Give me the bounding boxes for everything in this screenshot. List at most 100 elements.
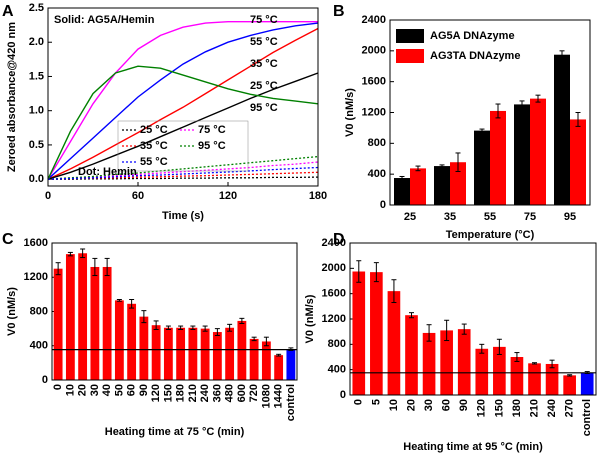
y-tick-label: 1600: [322, 288, 346, 300]
x-tick-label: 120: [476, 399, 488, 417]
x-tick-label: 240: [546, 399, 558, 417]
bar: [78, 253, 88, 380]
bar: [554, 54, 570, 205]
x-tick-label: 60: [132, 190, 144, 202]
bar: [493, 346, 506, 395]
x-tick-label: 180: [309, 190, 327, 202]
bar: [457, 329, 471, 395]
x-tick-label: 270: [564, 399, 576, 417]
bar: [514, 104, 530, 205]
legend-label: 35 °C: [140, 140, 168, 152]
line-series: [47, 27, 319, 180]
y-tick-label: 1600: [24, 237, 48, 249]
bar: [570, 119, 586, 205]
x-tick-label: 210: [187, 384, 199, 402]
bar: [286, 349, 296, 380]
x-tick-label: 1440: [273, 384, 285, 408]
y-axis-label: V0 (nM/s): [344, 88, 356, 137]
bar: [90, 266, 100, 380]
x-tick-label: 240: [199, 384, 211, 402]
bar: [53, 268, 63, 380]
bar: [176, 327, 186, 380]
y-tick-label: 1200: [322, 313, 346, 325]
bar: [249, 338, 259, 380]
x-tick-label: 360: [211, 384, 223, 402]
bar: [274, 355, 284, 380]
line-series: [47, 161, 319, 180]
bar: [65, 254, 75, 380]
bar: [225, 327, 235, 380]
x-tick-label: 210: [528, 399, 540, 417]
y-tick-label: 2000: [322, 262, 346, 274]
legend-box: [117, 120, 249, 172]
x-tick-label: 30: [423, 399, 435, 411]
y-tick-label: 2.5: [29, 2, 44, 14]
line-series: [47, 155, 319, 180]
y-tick-label: 800: [30, 305, 48, 317]
x-tick-label: 90: [138, 384, 150, 396]
x-tick-label: control: [285, 384, 297, 421]
plot-frame: [47, 7, 319, 187]
y-tick-label: 1.0: [29, 105, 44, 117]
series-label: 75 °C: [250, 14, 278, 26]
bar: [370, 272, 383, 395]
x-tick-label: 20: [77, 384, 89, 396]
y-tick-label: 2000: [362, 45, 386, 57]
bar: [450, 162, 466, 205]
panel-letter: D: [333, 231, 345, 248]
x-tick-label: 150: [162, 384, 174, 402]
y-axis-label: Zeroed absorbance@420 nm: [6, 22, 18, 172]
y-tick-label: 400: [30, 340, 48, 352]
series-label: 95 °C: [250, 102, 278, 114]
line-series: [47, 166, 319, 180]
line-series: [47, 21, 318, 180]
x-tick-label: 600: [236, 384, 248, 402]
x-tick-label: 50: [113, 384, 125, 396]
legend-swatch: [396, 49, 424, 63]
bar: [490, 110, 506, 205]
annotation: Solid: AG5A/Hemin: [54, 14, 155, 26]
y-tick-label: 1.5: [29, 70, 44, 82]
y-tick-label: 800: [328, 338, 346, 350]
legend-label: 55 °C: [140, 156, 168, 168]
x-tick-label: 90: [458, 399, 470, 411]
bar: [151, 325, 161, 380]
bar: [580, 372, 594, 395]
bar: [188, 327, 198, 380]
y-tick-label: 0: [340, 389, 346, 401]
legend-swatch: [396, 29, 424, 43]
legend-label: 95 °C: [198, 140, 226, 152]
x-tick-label: 95: [564, 211, 576, 223]
x-tick-label: control: [581, 399, 593, 436]
bar: [261, 341, 271, 380]
panel-letter: C: [2, 231, 14, 248]
bar: [387, 291, 401, 395]
y-axis-label: V0 (nM/s): [304, 294, 316, 343]
x-tick-label: 120: [219, 190, 237, 202]
bar: [200, 328, 210, 380]
line-series: [47, 72, 319, 180]
plot-frame: [389, 19, 591, 206]
x-axis-label: Time (s): [162, 210, 204, 222]
legend-label: 75 °C: [198, 124, 226, 136]
x-tick-label: 0: [52, 384, 64, 390]
y-tick-label: 0: [380, 199, 386, 211]
bar: [510, 357, 524, 395]
y-tick-label: 400: [368, 168, 386, 180]
x-tick-label: 0: [45, 190, 51, 202]
panel-letter: B: [333, 3, 345, 20]
x-tick-label: 10: [388, 399, 400, 411]
x-tick-label: 150: [493, 399, 505, 417]
annotation: Dot: Hemin: [78, 166, 137, 178]
x-tick-label: 180: [175, 384, 187, 402]
bar: [352, 271, 366, 395]
y-tick-label: 1200: [362, 106, 386, 118]
series-label: 35 °C: [250, 58, 278, 70]
x-tick-label: 1080: [260, 384, 272, 408]
bar: [474, 130, 490, 205]
y-tick-label: 1200: [24, 271, 48, 283]
x-tick-label: 75: [524, 211, 536, 223]
plot-frame: [349, 242, 597, 396]
legend-label: AG5A DNAzyme: [430, 30, 515, 42]
y-axis-label: V0 (nM/s): [6, 287, 18, 336]
